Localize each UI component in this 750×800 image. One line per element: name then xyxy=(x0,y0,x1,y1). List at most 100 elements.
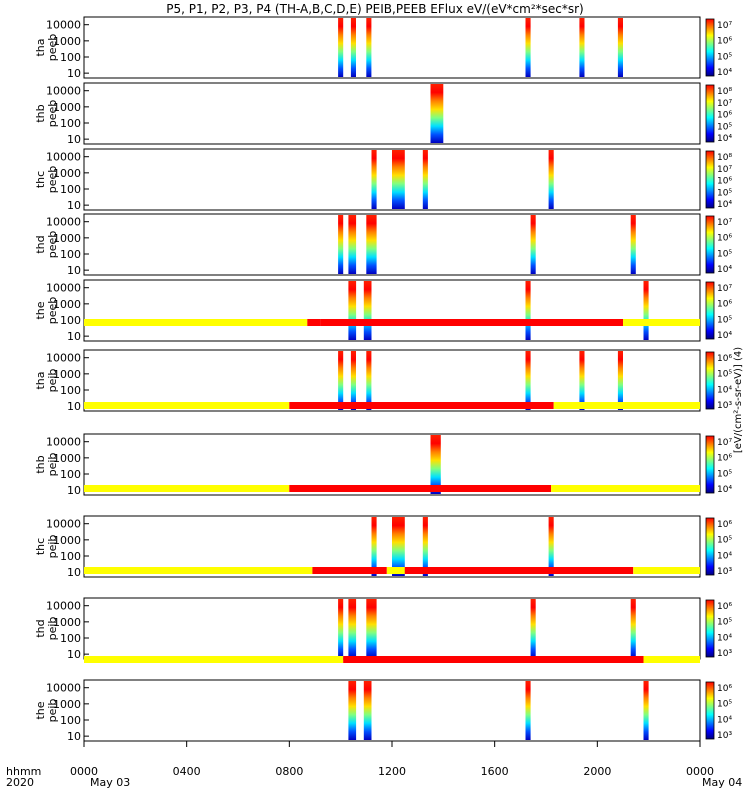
y-tick-label: 1000 xyxy=(53,698,81,711)
data-burst xyxy=(422,150,428,209)
y-tick-label: 1000 xyxy=(53,101,81,114)
data-burst xyxy=(579,18,585,77)
colorbar-tick-label: 10³ xyxy=(717,649,732,659)
y-tick-label: 10000 xyxy=(46,282,81,295)
mode-bar-thc-peib xyxy=(84,567,700,574)
data-burst xyxy=(525,281,531,340)
panel-thc-peib: 10000 1000 100 10 thcpeib 10⁶ 10⁵ 10⁴ 10³ xyxy=(34,515,732,579)
data-burst xyxy=(371,150,377,209)
y-tick-label: 10 xyxy=(67,330,81,343)
colorbar-tick-label: 10⁸ xyxy=(717,153,732,163)
x-tick-label: 0000 xyxy=(686,765,714,778)
data-burst xyxy=(363,681,372,740)
data-burst xyxy=(530,215,536,274)
mode-segment xyxy=(84,567,313,574)
colorbar-tick-label: 10⁵ xyxy=(717,370,732,380)
colorbar-tick-label: 10⁸ xyxy=(717,87,732,97)
colorbar xyxy=(705,18,715,77)
data-burst xyxy=(430,435,441,494)
panel-label-thc-peeb: thcpeeb xyxy=(34,166,59,194)
data-burst xyxy=(350,351,356,410)
panel-label-tha-peeb: thapeeb xyxy=(34,34,59,62)
y-tick-label: 10000 xyxy=(46,352,81,365)
colorbar-tick-label: 10³ xyxy=(717,731,732,741)
data-burst xyxy=(630,215,636,274)
colorbar-tick-label: 10⁵ xyxy=(717,469,732,479)
y-tick-label: 10 xyxy=(67,566,81,579)
panel-frame xyxy=(83,433,701,496)
y-tick-label: 10000 xyxy=(46,436,81,449)
mode-segment xyxy=(84,402,290,409)
data-burst xyxy=(338,351,344,410)
panel-frame xyxy=(83,597,701,660)
colorbar-tick-label: 10⁴ xyxy=(717,715,732,725)
mode-segment xyxy=(633,567,700,574)
colorbar-tick-label: 10⁴ xyxy=(717,485,732,495)
colorbar-tick-label: 10⁵ xyxy=(717,52,732,62)
y-tick-label: 10000 xyxy=(46,518,81,531)
y-tick-label: 10000 xyxy=(46,682,81,695)
colorbar-tick-label: 10⁴ xyxy=(717,331,732,341)
panel-frame xyxy=(83,349,701,412)
y-tick-label: 100 xyxy=(60,183,81,196)
data-burst xyxy=(366,599,377,658)
x-tick-label: 2000 xyxy=(583,765,611,778)
colorbar-tick-label: 10⁶ xyxy=(717,37,732,47)
colorbar xyxy=(705,281,715,340)
y-tick-label: 10000 xyxy=(46,19,81,32)
panel-thd-peib: 10000 1000 100 10 thdpeib 10⁶ 10⁵ 10⁴ 10³ xyxy=(34,597,732,661)
data-burst xyxy=(338,599,344,658)
mode-segment xyxy=(643,656,700,663)
y-tick-label: 100 xyxy=(60,550,81,563)
x-tick-label: 0000 xyxy=(70,765,98,778)
colorbar-tick-label: 10⁶ xyxy=(717,520,732,530)
data-burst xyxy=(392,517,405,576)
panel-label-thd-peib: thdpeib xyxy=(34,617,59,641)
data-burst xyxy=(548,150,554,209)
panel-label-the-peeb: thepeeb xyxy=(34,297,59,325)
colorbar-tick-label: 10⁴ xyxy=(717,134,732,144)
colorbar xyxy=(705,435,715,494)
y-tick-label: 10 xyxy=(67,264,81,277)
y-tick-label: 1000 xyxy=(53,232,81,245)
data-burst xyxy=(371,517,377,576)
y-tick-label: 1000 xyxy=(53,167,81,180)
panel-frame xyxy=(83,16,701,79)
time-row-label: hhmm xyxy=(6,765,41,778)
y-tick-label: 100 xyxy=(60,117,81,130)
data-burst xyxy=(350,18,356,77)
x-tick-label: 0400 xyxy=(173,765,201,778)
data-burst xyxy=(525,351,531,410)
y-tick-label: 10 xyxy=(67,199,81,212)
colorbar-tick-label: 10⁴ xyxy=(717,68,732,78)
colorbar-tick-label: 10⁷ xyxy=(717,218,732,228)
date-start-label: May 03 xyxy=(90,776,130,789)
y-tick-label: 1000 xyxy=(53,452,81,465)
colorbar-tick-label: 10⁷ xyxy=(717,99,732,109)
colorbar-tick-label: 10⁶ xyxy=(717,602,732,612)
mode-bar-thb-peib xyxy=(84,485,700,492)
colorbar xyxy=(705,84,715,143)
colorbar-tick-label: 10⁴ xyxy=(717,265,732,275)
data-burst xyxy=(348,215,357,274)
data-burst xyxy=(617,351,623,410)
x-tick-label: 1600 xyxy=(481,765,509,778)
panel-frame xyxy=(83,279,701,342)
panels-group: 10000 1000 100 10 thapeeb 10⁷ 10⁶ 10⁵ 10⁴ 10000 10… xyxy=(34,16,732,743)
mode-segment xyxy=(386,567,405,574)
colorbar-tick-label: 10⁶ xyxy=(717,111,732,121)
mode-segment xyxy=(312,567,387,574)
colorbar-tick-label: 10⁵ xyxy=(717,315,732,325)
panel-label-tha-peib: thapeib xyxy=(34,369,59,393)
panel-frame xyxy=(83,213,701,276)
mode-segment xyxy=(289,485,552,492)
y-tick-label: 100 xyxy=(60,714,81,727)
y-tick-label: 10 xyxy=(67,400,81,413)
colorbar-tick-label: 10⁴ xyxy=(717,385,732,395)
colorbar-tick-label: 10⁵ xyxy=(717,618,732,628)
mode-bars-group xyxy=(84,319,700,663)
colorbar-tick-label: 10⁵ xyxy=(717,188,732,198)
panel-tha-peeb: 10000 1000 100 10 thapeeb 10⁷ 10⁶ 10⁵ 10⁴ xyxy=(34,16,732,80)
